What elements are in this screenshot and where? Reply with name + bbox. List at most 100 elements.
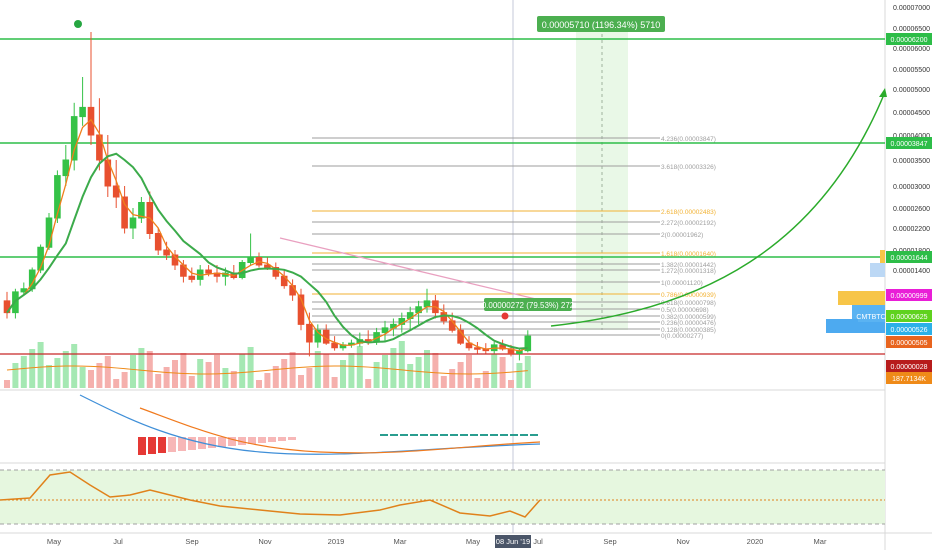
candle-body xyxy=(297,294,305,325)
price-tick-label: 0.00006500 xyxy=(893,26,930,33)
candle-body xyxy=(306,323,313,343)
fib-level-label: 0.382(0.00000599) xyxy=(661,314,716,321)
volume-bar xyxy=(88,370,94,388)
macd-histogram-bar xyxy=(138,437,146,455)
macd-histogram-bar xyxy=(208,437,216,448)
volume-bar xyxy=(121,372,128,388)
candle-body xyxy=(79,106,86,118)
volume-bar xyxy=(390,348,397,388)
candle-body xyxy=(62,159,70,177)
volume-bar xyxy=(222,368,229,388)
time-tick-label: May xyxy=(466,537,480,546)
price-tag-text: 0.00000505 xyxy=(891,340,928,347)
price-tick-label: 0.00003500 xyxy=(893,158,930,165)
macd-histogram-bar xyxy=(148,437,156,454)
time-tick-label: Sep xyxy=(603,537,616,546)
macd-histogram-bar xyxy=(278,437,286,441)
volume-bar xyxy=(289,352,296,388)
fib-level-label: 0.786(0.00000939) xyxy=(661,292,716,299)
volume-bar xyxy=(323,354,330,388)
macd-histogram-bar xyxy=(430,434,438,436)
candle-body xyxy=(205,269,212,274)
volume-bar xyxy=(281,359,288,388)
volume-bar xyxy=(214,355,220,388)
macd-histogram-bar xyxy=(420,434,428,436)
volume-bar xyxy=(306,368,313,388)
volume-bar xyxy=(432,353,439,388)
time-tick-label: 2020 xyxy=(747,537,764,546)
macd-histogram-bar xyxy=(520,434,528,436)
fib-level-label: 0.618(0.00000798) xyxy=(661,300,716,307)
price-tag-text: 0.00006200 xyxy=(891,37,928,44)
volume-bar xyxy=(239,354,246,388)
price-tick-label: 0.00004000 xyxy=(893,133,930,140)
rsi-band xyxy=(0,470,885,524)
price-tag xyxy=(886,372,932,384)
macd-histogram-bar xyxy=(168,437,176,452)
price-tag-text: 0.00003847 xyxy=(891,141,928,148)
candle-body xyxy=(45,217,53,248)
ma-slow-line xyxy=(6,152,528,350)
target-range-shade xyxy=(576,22,628,330)
volume-bar xyxy=(79,367,86,388)
macd-histogram-bar xyxy=(460,434,468,436)
time-tick-label: 2019 xyxy=(328,537,345,546)
macd-histogram-bar xyxy=(218,437,226,447)
macd-histogram-bar xyxy=(380,434,388,436)
time-tick-label: Jul xyxy=(113,537,123,546)
volume-bar xyxy=(130,355,136,388)
macd-histogram-bar xyxy=(268,437,276,442)
trend-line-pink xyxy=(279,237,541,301)
macd-histogram-bar xyxy=(470,434,478,436)
price-tick-label: 0.00004500 xyxy=(893,110,930,117)
symbol-tag xyxy=(858,310,885,322)
volume-profile-bar xyxy=(826,319,885,333)
signal-marker-red xyxy=(501,312,509,320)
rsi-line xyxy=(0,471,541,518)
volume-bar xyxy=(230,371,237,388)
fib-level-label: 4.236(0.00003847) xyxy=(661,136,716,143)
candle-body xyxy=(264,264,271,268)
candle-body xyxy=(129,217,137,229)
volume-bar xyxy=(256,380,262,388)
candle-body xyxy=(314,329,322,343)
candle-body xyxy=(247,257,254,263)
volume-bar xyxy=(4,380,10,388)
measure-label-text: 0.00005710 (1196.34%) 5710 xyxy=(542,20,660,30)
macd-histogram-bar xyxy=(500,434,508,436)
macd-histogram-bar xyxy=(400,434,408,436)
volume-bar xyxy=(247,347,254,388)
price-tag-text: 0.00000999 xyxy=(891,293,928,300)
price-tick-label: 0.00003000 xyxy=(893,184,930,191)
candle-body xyxy=(289,285,296,296)
fib-level-label: 0.5(0.00000698) xyxy=(661,307,709,314)
price-tag-text: 0.00001644 xyxy=(891,255,928,262)
price-tag xyxy=(886,289,932,301)
candle-body xyxy=(112,185,120,198)
macd-histogram-bar xyxy=(410,434,418,436)
fib-level-label: 1(0.00001120) xyxy=(661,280,703,287)
macd-histogram-bar xyxy=(188,437,196,450)
volume-bar xyxy=(331,377,338,388)
volume-bar xyxy=(146,351,153,388)
price-tick-label: 0.00001400 xyxy=(893,268,930,275)
macd-histogram-bar xyxy=(440,434,448,436)
price-tag xyxy=(886,251,932,263)
volume-bar xyxy=(12,363,19,388)
time-cursor-tag xyxy=(495,535,531,548)
price-tag xyxy=(886,137,932,149)
macd-histogram-bar xyxy=(390,434,398,436)
volume-bar xyxy=(138,348,145,388)
macd-histogram-bar xyxy=(258,437,266,443)
fib-level-label: 2(0.00001962) xyxy=(661,232,703,239)
time-tick-label: Mar xyxy=(394,537,407,546)
price-tag-text: 0.00000028 xyxy=(891,364,928,371)
volume-bar xyxy=(163,367,170,388)
volume-bar xyxy=(104,356,111,388)
measure-label-small-box xyxy=(484,298,572,311)
time-tick-label: Jul xyxy=(533,537,543,546)
macd-histogram-bar xyxy=(158,437,166,453)
